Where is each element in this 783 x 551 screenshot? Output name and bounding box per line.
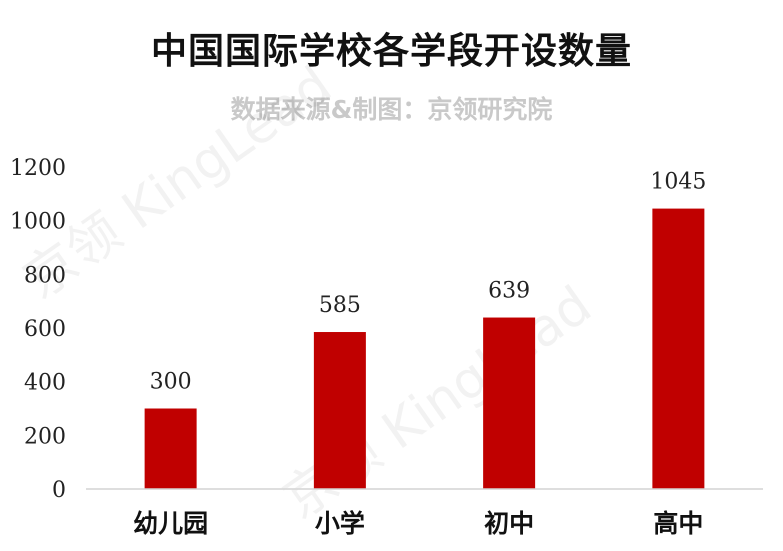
x-tick-label: 幼儿园 <box>133 509 208 538</box>
x-axis: 幼儿园 小学 初中 高中 <box>86 488 763 538</box>
y-tick-label: 400 <box>24 371 66 396</box>
bar <box>652 208 705 489</box>
x-tick-label: 高中 <box>653 509 703 538</box>
y-axis: 0 200 400 600 800 1000 1200 <box>10 156 66 503</box>
bar <box>483 317 536 489</box>
bar <box>313 332 366 489</box>
chart-title: 中国国际学校各学段开设数量 <box>150 31 632 72</box>
bar-series: 300 585 639 1045 <box>144 170 706 489</box>
y-tick-label: 800 <box>24 263 66 288</box>
data-label: 1045 <box>650 170 706 195</box>
x-tick-label: 初中 <box>484 509 534 538</box>
y-tick-label: 0 <box>52 478 66 503</box>
data-label: 300 <box>150 370 192 395</box>
bar <box>144 408 197 489</box>
y-tick-label: 600 <box>24 317 66 342</box>
x-tick-label: 小学 <box>315 509 365 538</box>
data-label: 585 <box>319 293 361 318</box>
y-tick-label: 200 <box>24 424 66 449</box>
data-label: 639 <box>488 279 530 304</box>
chart-subtitle: 数据来源&制图：京领研究院 <box>230 95 553 124</box>
y-tick-label: 1200 <box>10 156 66 181</box>
y-tick-label: 1000 <box>10 210 66 235</box>
